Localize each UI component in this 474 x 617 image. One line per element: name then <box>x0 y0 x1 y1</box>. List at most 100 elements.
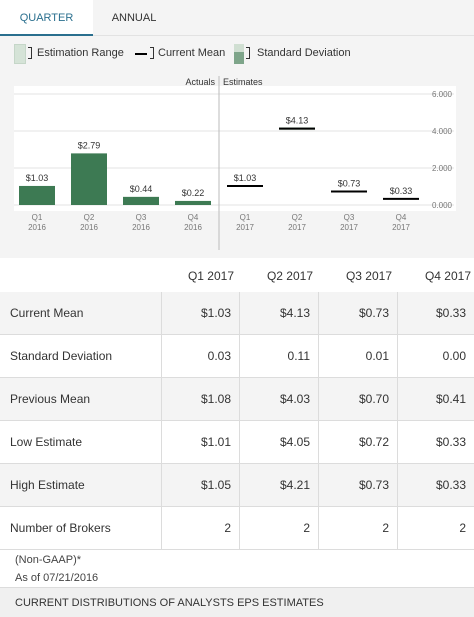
table-cell: 2 <box>161 507 239 549</box>
estimation-range-swatch <box>14 44 26 64</box>
table-cell: 2 <box>397 507 474 549</box>
table-cell: $0.70 <box>318 378 397 420</box>
table-cell: $0.41 <box>397 378 474 420</box>
cell-value: $1.03 <box>200 306 231 320</box>
cell-value: 2 <box>382 521 389 535</box>
col-head-q2-2017: Q2 2017 <box>266 269 313 283</box>
actual-bar <box>123 196 159 205</box>
actual-bar <box>175 200 211 205</box>
table-cell: $4.21 <box>239 464 318 506</box>
x-tick-year: 2017 <box>236 223 254 232</box>
table-cell: $4.03 <box>239 378 318 420</box>
estimates-label: Estimates <box>223 77 263 87</box>
x-tick-quarter: Q1 <box>240 213 251 222</box>
cell-value: 2 <box>224 521 231 535</box>
x-tick-quarter: Q4 <box>396 213 407 222</box>
table-row: Current Mean $1.03 $4.13 $0.73 $0.33 <box>0 292 474 335</box>
table-cell: $0.73 <box>318 464 397 506</box>
legend-sd-label: Standard Deviation <box>257 47 351 59</box>
bracket-icon <box>246 47 250 59</box>
actuals-label: Actuals <box>185 77 215 87</box>
y-tick-label: 0.000 <box>432 201 453 210</box>
bracket-icon <box>150 47 154 59</box>
table-cell: 2 <box>239 507 318 549</box>
estimates-table-header: Q1 2017 Q2 2017 Q3 2017 Q4 2017 <box>0 262 474 290</box>
cell-value: 0.01 <box>365 349 389 363</box>
cell-value: $4.05 <box>279 435 310 449</box>
y-tick-label: 4.000 <box>432 127 453 136</box>
table-cell: 0.01 <box>318 335 397 377</box>
cell-value: $0.33 <box>435 435 466 449</box>
cell-value: $0.33 <box>435 306 466 320</box>
x-tick-quarter: Q4 <box>188 213 199 222</box>
actual-value-label: $0.22 <box>182 188 205 198</box>
row-label: Low Estimate <box>10 435 83 449</box>
table-row: Number of Brokers 2 2 2 2 <box>0 507 474 550</box>
cell-value: $0.33 <box>435 478 466 492</box>
cell-value: 2 <box>459 521 466 535</box>
x-tick-quarter: Q1 <box>32 213 43 222</box>
actual-bar <box>19 185 55 205</box>
cell-value: $1.08 <box>200 392 231 406</box>
x-tick-quarter: Q3 <box>344 213 355 222</box>
x-tick-year: 2016 <box>132 223 150 232</box>
period-tabs: QUARTER ANNUAL <box>0 0 474 36</box>
table-row: Previous Mean $1.08 $4.03 $0.70 $0.41 <box>0 378 474 421</box>
estimate-value-label: $1.03 <box>234 173 257 183</box>
cell-value: $0.73 <box>358 478 389 492</box>
table-cell: $0.33 <box>397 464 474 506</box>
x-tick-year: 2016 <box>184 223 202 232</box>
table-row: Low Estimate $1.01 $4.05 $0.72 $0.33 <box>0 421 474 464</box>
x-tick-year: 2017 <box>392 223 410 232</box>
tab-annual[interactable]: ANNUAL <box>111 12 157 24</box>
table-cell: $0.73 <box>318 292 397 334</box>
x-tick-year: 2017 <box>288 223 306 232</box>
row-label: Number of Brokers <box>10 521 111 535</box>
cell-value: $0.70 <box>358 392 389 406</box>
table-cell: $4.05 <box>239 421 318 463</box>
x-tick-quarter: Q2 <box>292 213 303 222</box>
cell-value: $4.21 <box>279 478 310 492</box>
y-tick-label: 2.000 <box>432 164 453 173</box>
cell-value: 0.00 <box>442 349 466 363</box>
gaap-footnote: (Non-GAAP)* <box>15 554 82 566</box>
table-cell: 0.03 <box>161 335 239 377</box>
table-cell: $0.72 <box>318 421 397 463</box>
as-of-date: As of 07/21/2016 <box>15 572 99 584</box>
estimate-value-label: $4.13 <box>286 116 309 126</box>
cell-value: 2 <box>303 521 310 535</box>
eps-chart: 0.000 2.000 4.000 6.000 Actuals Estimates $1.0… <box>14 76 456 250</box>
table-cell: $0.33 <box>397 421 474 463</box>
estimate-value-label: $0.33 <box>390 186 413 196</box>
x-tick-quarter: Q2 <box>84 213 95 222</box>
tab-quarter[interactable]: QUARTER <box>0 0 93 36</box>
x-tick-year: 2016 <box>80 223 98 232</box>
table-cell: $4.13 <box>239 292 318 334</box>
actual-value-label: $0.44 <box>130 184 153 194</box>
actual-bar <box>71 153 107 205</box>
cell-value: $0.73 <box>358 306 389 320</box>
table-cell: 0.00 <box>397 335 474 377</box>
mean-line-swatch <box>135 53 147 55</box>
table-cell: $1.08 <box>161 378 239 420</box>
table-cell: 2 <box>318 507 397 549</box>
cell-value: $4.13 <box>279 306 310 320</box>
col-head-q3-2017: Q3 2017 <box>345 269 392 283</box>
x-tick-year: 2017 <box>340 223 358 232</box>
legend-range-label: Estimation Range <box>37 47 124 59</box>
distributions-section-header[interactable]: CURRENT DISTRIBUTIONS OF ANALYSTS EPS ES… <box>0 587 474 617</box>
table-row: Standard Deviation 0.03 0.11 0.01 0.00 <box>0 335 474 378</box>
cell-value: $1.05 <box>200 478 231 492</box>
row-label: High Estimate <box>10 478 85 492</box>
x-tick-quarter: Q3 <box>136 213 147 222</box>
row-label: Current Mean <box>10 306 84 320</box>
col-head-q1-2017: Q1 2017 <box>187 269 234 283</box>
cell-value: $0.72 <box>358 435 389 449</box>
eps-chart-panel: Estimation Range Current Mean Standard D… <box>0 36 474 258</box>
cell-value: $0.41 <box>435 392 466 406</box>
bracket-icon <box>28 47 32 59</box>
col-head-q4-2017: Q4 2017 <box>424 269 471 283</box>
estimate-value-label: $0.73 <box>338 178 361 188</box>
table-cell: 0.11 <box>239 335 318 377</box>
table-cell: $1.05 <box>161 464 239 506</box>
